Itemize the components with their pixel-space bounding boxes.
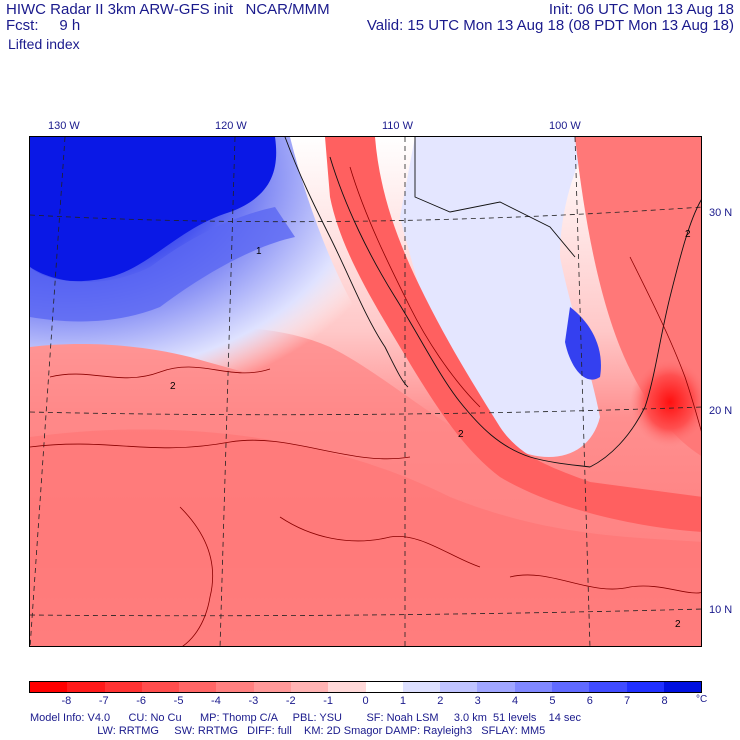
colorbar-swatch (626, 682, 664, 692)
colorbar-tick-label: 4 (511, 695, 519, 707)
colorbar-tick-label: -2 (285, 695, 296, 707)
colorbar-swatch (30, 682, 68, 692)
colorbar-tick-label: 8 (661, 695, 668, 707)
colorbar-tick-label: 5 (549, 695, 556, 707)
colorbar-tick-label: -1 (323, 695, 333, 707)
field-name: Lifted index (8, 36, 80, 52)
colorbar-swatch (179, 682, 217, 692)
lat-label-20n: 20 N (709, 405, 733, 417)
colorbar-tick-label: 7 (624, 695, 631, 707)
colorbar-swatch (290, 682, 329, 692)
contours (30, 166, 701, 646)
lon-label-130w: 130 W (48, 120, 80, 132)
contour-label: 1 (256, 246, 262, 257)
deep-blue-core (30, 137, 277, 282)
colorbar-tick-label: -7 (98, 695, 109, 707)
contour-label: 2 (675, 619, 681, 630)
colorbar-swatch (402, 682, 441, 692)
contour-label: 2 (685, 229, 691, 240)
colorbar-tick-label: 1 (399, 695, 406, 707)
colorbar-swatch (216, 682, 254, 692)
colorbar-tick-label: -6 (136, 695, 147, 707)
model-info-line2: LW: RRTMG SW: RRTMG DIFF: full KM: 2D Sm… (30, 725, 546, 737)
colorbar-tick-label: 6 (586, 695, 593, 707)
colorbar-tick-label: 0 (362, 695, 369, 707)
blue-fringe (30, 207, 295, 322)
forecast-hour: Fcst: 9 h (6, 17, 81, 34)
model-info-line1: Model Info: V4.0 CU: No Cu MP: Thomp C/A… (30, 712, 582, 724)
colorbar-tick-label: -8 (61, 695, 72, 707)
lifted-index-map: 1 2 2 2 2 (29, 136, 702, 647)
init-time: Init: 06 UTC Mon 13 Aug 18 (548, 1, 734, 18)
colorbar-swatch (663, 682, 702, 692)
lower-band (30, 429, 701, 646)
hot-spot-east (630, 357, 701, 447)
colorbar-tick-label: -3 (248, 695, 259, 707)
lat-label-10n: 10 N (709, 604, 733, 616)
lon-label-100w: 100 W (549, 120, 581, 132)
colorbar-swatch (141, 682, 180, 692)
colorbar-tick-label: 3 (474, 695, 481, 707)
contour-label: 2 (458, 429, 464, 440)
lat-label-30n: 30 N (709, 207, 733, 219)
interior-blue-patch (565, 307, 601, 380)
header-title: HIWC Radar II 3km ARW-GFS init NCAR/MMM (6, 1, 330, 18)
lon-label-120w: 120 W (215, 120, 247, 132)
colorbar-swatch (365, 682, 403, 692)
colorbar-tick-label: -4 (211, 695, 221, 707)
colorbar-swatch (328, 682, 366, 692)
colorbar-swatch (477, 682, 515, 692)
colorbar-unit: °C (696, 694, 708, 705)
graticule (30, 137, 701, 646)
colorbar-swatch (440, 682, 478, 692)
valid-time: Valid: 15 UTC Mon 13 Aug 18 (08 PDT Mon … (366, 17, 734, 34)
contour-label: 2 (170, 381, 176, 392)
colorbar-tick-label: -5 (173, 695, 184, 707)
coastal-ridge (325, 137, 701, 532)
colorbar-swatch (253, 682, 291, 692)
colorbar-swatch (104, 682, 142, 692)
colorbar-swatch (67, 682, 105, 692)
colorbar (29, 681, 702, 693)
coastlines (284, 137, 701, 468)
colorbar-swatch (589, 682, 627, 692)
colorbar-swatch (514, 682, 552, 692)
colorbar-swatch (551, 682, 590, 692)
colorbar-tick-label: 2 (437, 695, 444, 707)
lon-label-110w: 110 W (382, 120, 413, 132)
